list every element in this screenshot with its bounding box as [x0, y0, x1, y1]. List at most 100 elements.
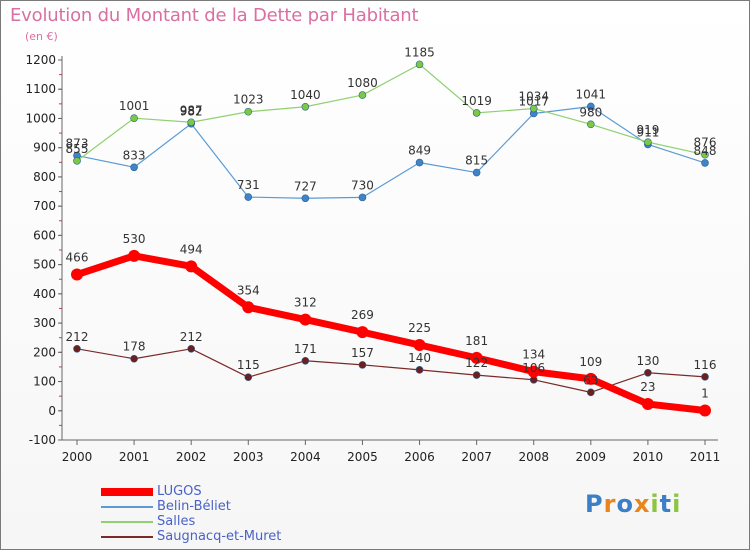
legend-swatch	[101, 521, 153, 523]
data-point-salles	[244, 107, 253, 116]
data-label-salles: 1019	[461, 94, 492, 108]
data-label-belin-beliet: 815	[465, 154, 488, 168]
y-tick-label: 600	[33, 228, 56, 242]
data-point-salles	[73, 157, 81, 165]
data-point-salles	[529, 104, 538, 113]
y-tick-label: 700	[33, 199, 56, 213]
x-tick-label: 2001	[119, 450, 150, 464]
data-label-lugos: 312	[294, 296, 317, 310]
data-point-lugos	[527, 365, 540, 378]
data-point-belin-beliet	[358, 193, 367, 202]
data-point-salles	[472, 109, 481, 117]
data-label-lugos: 134	[522, 348, 545, 362]
data-point-belin-beliet	[701, 159, 709, 167]
data-point-saugnacq-et-muret	[472, 371, 481, 379]
x-tick-label: 2003	[233, 450, 264, 464]
data-label-belin-beliet: 833	[123, 148, 146, 162]
data-label-lugos: 466	[66, 251, 89, 265]
legend-label: Belin-Béliet	[157, 499, 231, 514]
data-label-saugnacq-et-muret: 140	[408, 351, 431, 365]
data-point-saugnacq-et-muret	[244, 373, 253, 381]
legend-swatch	[101, 506, 153, 508]
series-line-saugnacq-et-muret	[76, 348, 706, 393]
data-point-lugos	[299, 313, 312, 326]
data-point-salles	[187, 118, 195, 127]
data-label-saugnacq-et-muret: 212	[66, 330, 89, 344]
data-label-lugos: 1	[701, 386, 709, 400]
data-label-lugos: 225	[408, 321, 431, 335]
data-label-saugnacq-et-muret: 212	[180, 330, 203, 344]
data-label-saugnacq-et-muret: 106	[522, 361, 545, 375]
data-point-saugnacq-et-muret	[701, 373, 709, 381]
legend-item-belin-beliet: Belin-Béliet	[101, 499, 341, 515]
data-label-belin-beliet: 849	[408, 144, 431, 158]
brand-letter: i	[650, 490, 660, 518]
data-point-salles	[587, 120, 595, 129]
y-tick-label: 800	[33, 170, 56, 184]
brand-letter: x	[633, 490, 651, 518]
legend-label: LUGOS	[157, 484, 202, 499]
data-point-lugos	[71, 268, 83, 281]
x-tick-label: 2004	[290, 450, 321, 464]
x-tick-label: 2009	[576, 450, 607, 464]
data-label-salles: 1080	[347, 76, 378, 90]
y-tick-label: 0	[48, 404, 56, 418]
data-point-lugos	[641, 398, 654, 411]
brand-letter: P	[585, 490, 604, 518]
data-label-belin-beliet: 731	[237, 178, 260, 192]
legend-item-salles: Salles	[101, 514, 341, 530]
x-tick-label: 2010	[633, 450, 664, 464]
series-line-salles	[76, 63, 706, 162]
data-point-salles	[701, 150, 709, 159]
series-layer	[71, 60, 711, 417]
data-label-saugnacq-et-muret: 171	[294, 342, 317, 356]
data-point-lugos	[584, 372, 597, 385]
data-labels-layer: 873 833 982 731 727 730 849 815 1017 1041 911 848 85…	[66, 45, 717, 400]
data-label-lugos: 269	[351, 308, 374, 322]
data-label-salles: 1001	[119, 99, 150, 113]
unit-label: (en €)	[25, 30, 58, 43]
data-point-salles	[644, 138, 652, 146]
data-point-lugos	[242, 301, 255, 314]
x-tick-label: 2005	[347, 450, 378, 464]
data-label-salles: 1034	[518, 90, 549, 104]
data-point-lugos	[470, 351, 483, 364]
data-point-belin-beliet	[244, 193, 253, 201]
data-point-lugos	[185, 260, 198, 273]
x-tick-label: 2008	[518, 450, 549, 464]
brand-logo: Proxiti	[585, 490, 681, 518]
y-tick-label: 1200	[25, 53, 56, 67]
legend-item-lugos: LUGOS	[101, 484, 341, 500]
y-tick-label: 300	[33, 316, 56, 330]
data-label-lugos: 530	[123, 232, 146, 246]
data-label-lugos: 181	[465, 334, 488, 348]
y-tick-label: 500	[33, 258, 56, 272]
legend-label: Salles	[157, 514, 196, 529]
data-label-belin-beliet: 848	[694, 144, 717, 158]
data-label-saugnacq-et-muret: 157	[351, 346, 374, 360]
data-label-belin-beliet: 911	[636, 125, 659, 139]
data-point-belin-beliet	[415, 158, 424, 167]
data-label-salles: 1040	[290, 88, 321, 102]
data-label-belin-beliet: 1017	[518, 94, 549, 108]
data-label-belin-beliet: 1041	[576, 87, 607, 101]
data-label-lugos: 354	[237, 283, 260, 297]
y-tick-label: -100	[29, 433, 56, 447]
data-point-belin-beliet	[587, 102, 595, 111]
data-point-saugnacq-et-muret	[415, 366, 424, 374]
legend-swatch	[101, 536, 153, 538]
x-tick-label: 2006	[404, 450, 435, 464]
data-label-lugos: 23	[640, 380, 655, 394]
brand-letter: t	[659, 490, 673, 518]
y-tick-label: 100	[33, 375, 56, 389]
data-label-salles: 987	[180, 103, 203, 117]
data-point-saugnacq-et-muret	[301, 356, 310, 365]
data-label-saugnacq-et-muret: 130	[636, 354, 659, 368]
x-tick-label: 2002	[176, 450, 207, 464]
data-label-saugnacq-et-muret: 63	[583, 373, 598, 387]
data-label-salles: 919	[636, 123, 659, 137]
data-label-belin-beliet: 730	[351, 178, 374, 192]
data-point-salles	[301, 102, 310, 111]
